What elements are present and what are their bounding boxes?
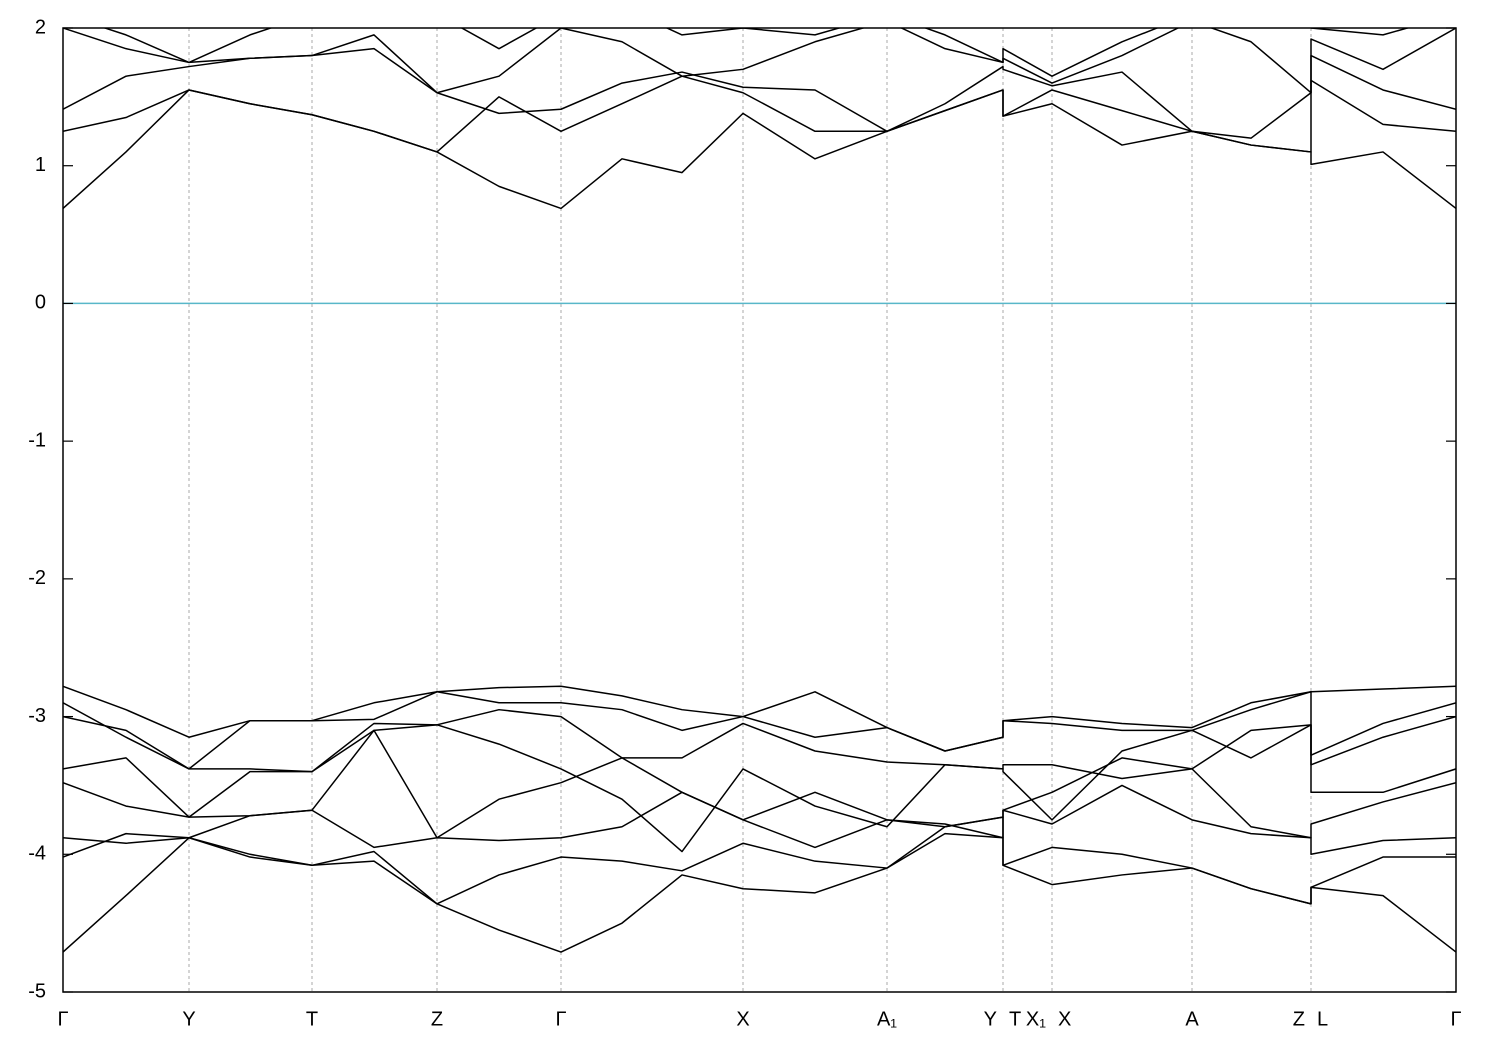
x-tick-label: A₁: [877, 1008, 897, 1030]
y-tick-label: -2: [28, 567, 46, 589]
x-tick-label: Γ: [1450, 1008, 1461, 1030]
band: [102, 28, 1411, 77]
band: [63, 816, 1456, 953]
x-tick-label: Γ: [555, 1008, 566, 1030]
x-tick-label: X: [1058, 1008, 1071, 1030]
band: [63, 729, 1456, 849]
band: [63, 832, 1456, 905]
x-tick-label: Z: [431, 1008, 443, 1030]
band: [63, 75, 1456, 153]
y-tick-label: 2: [35, 16, 46, 38]
x-tick-label: L: [1317, 1008, 1328, 1030]
x-tick-label: Γ: [57, 1008, 68, 1030]
labels: 210-1-2-3-4-5Γ Y T Z Γ X A₁ Y T X₁ X A Z L Γ: [28, 16, 1461, 1030]
x-tick-label: T: [306, 1008, 318, 1030]
y-tick-label: -1: [28, 429, 46, 451]
x-tick-label: A: [1185, 1008, 1199, 1030]
plot-frame: [62, 27, 1457, 993]
x-tick-label: X₁: [1026, 1008, 1046, 1030]
band: [63, 685, 1456, 752]
x-tick-label: Z: [1293, 1008, 1305, 1030]
bands: [63, 28, 1456, 953]
y-tick-label: -3: [28, 705, 46, 727]
x-tick-label: X: [736, 1008, 749, 1030]
y-tick-label: -4: [28, 843, 46, 865]
y-tick-label: 1: [35, 154, 46, 176]
grid: [62, 28, 1457, 992]
x-tick-label: Y: [984, 1008, 997, 1030]
x-tick-label: T: [1009, 1008, 1021, 1030]
y-tick-label: -5: [28, 980, 46, 1002]
x-tick-label: Y: [182, 1008, 195, 1030]
band: [63, 47, 1456, 139]
band: [63, 28, 1456, 94]
band: [63, 784, 1456, 856]
y-tick-label: 0: [35, 292, 46, 314]
band: [63, 708, 1456, 821]
